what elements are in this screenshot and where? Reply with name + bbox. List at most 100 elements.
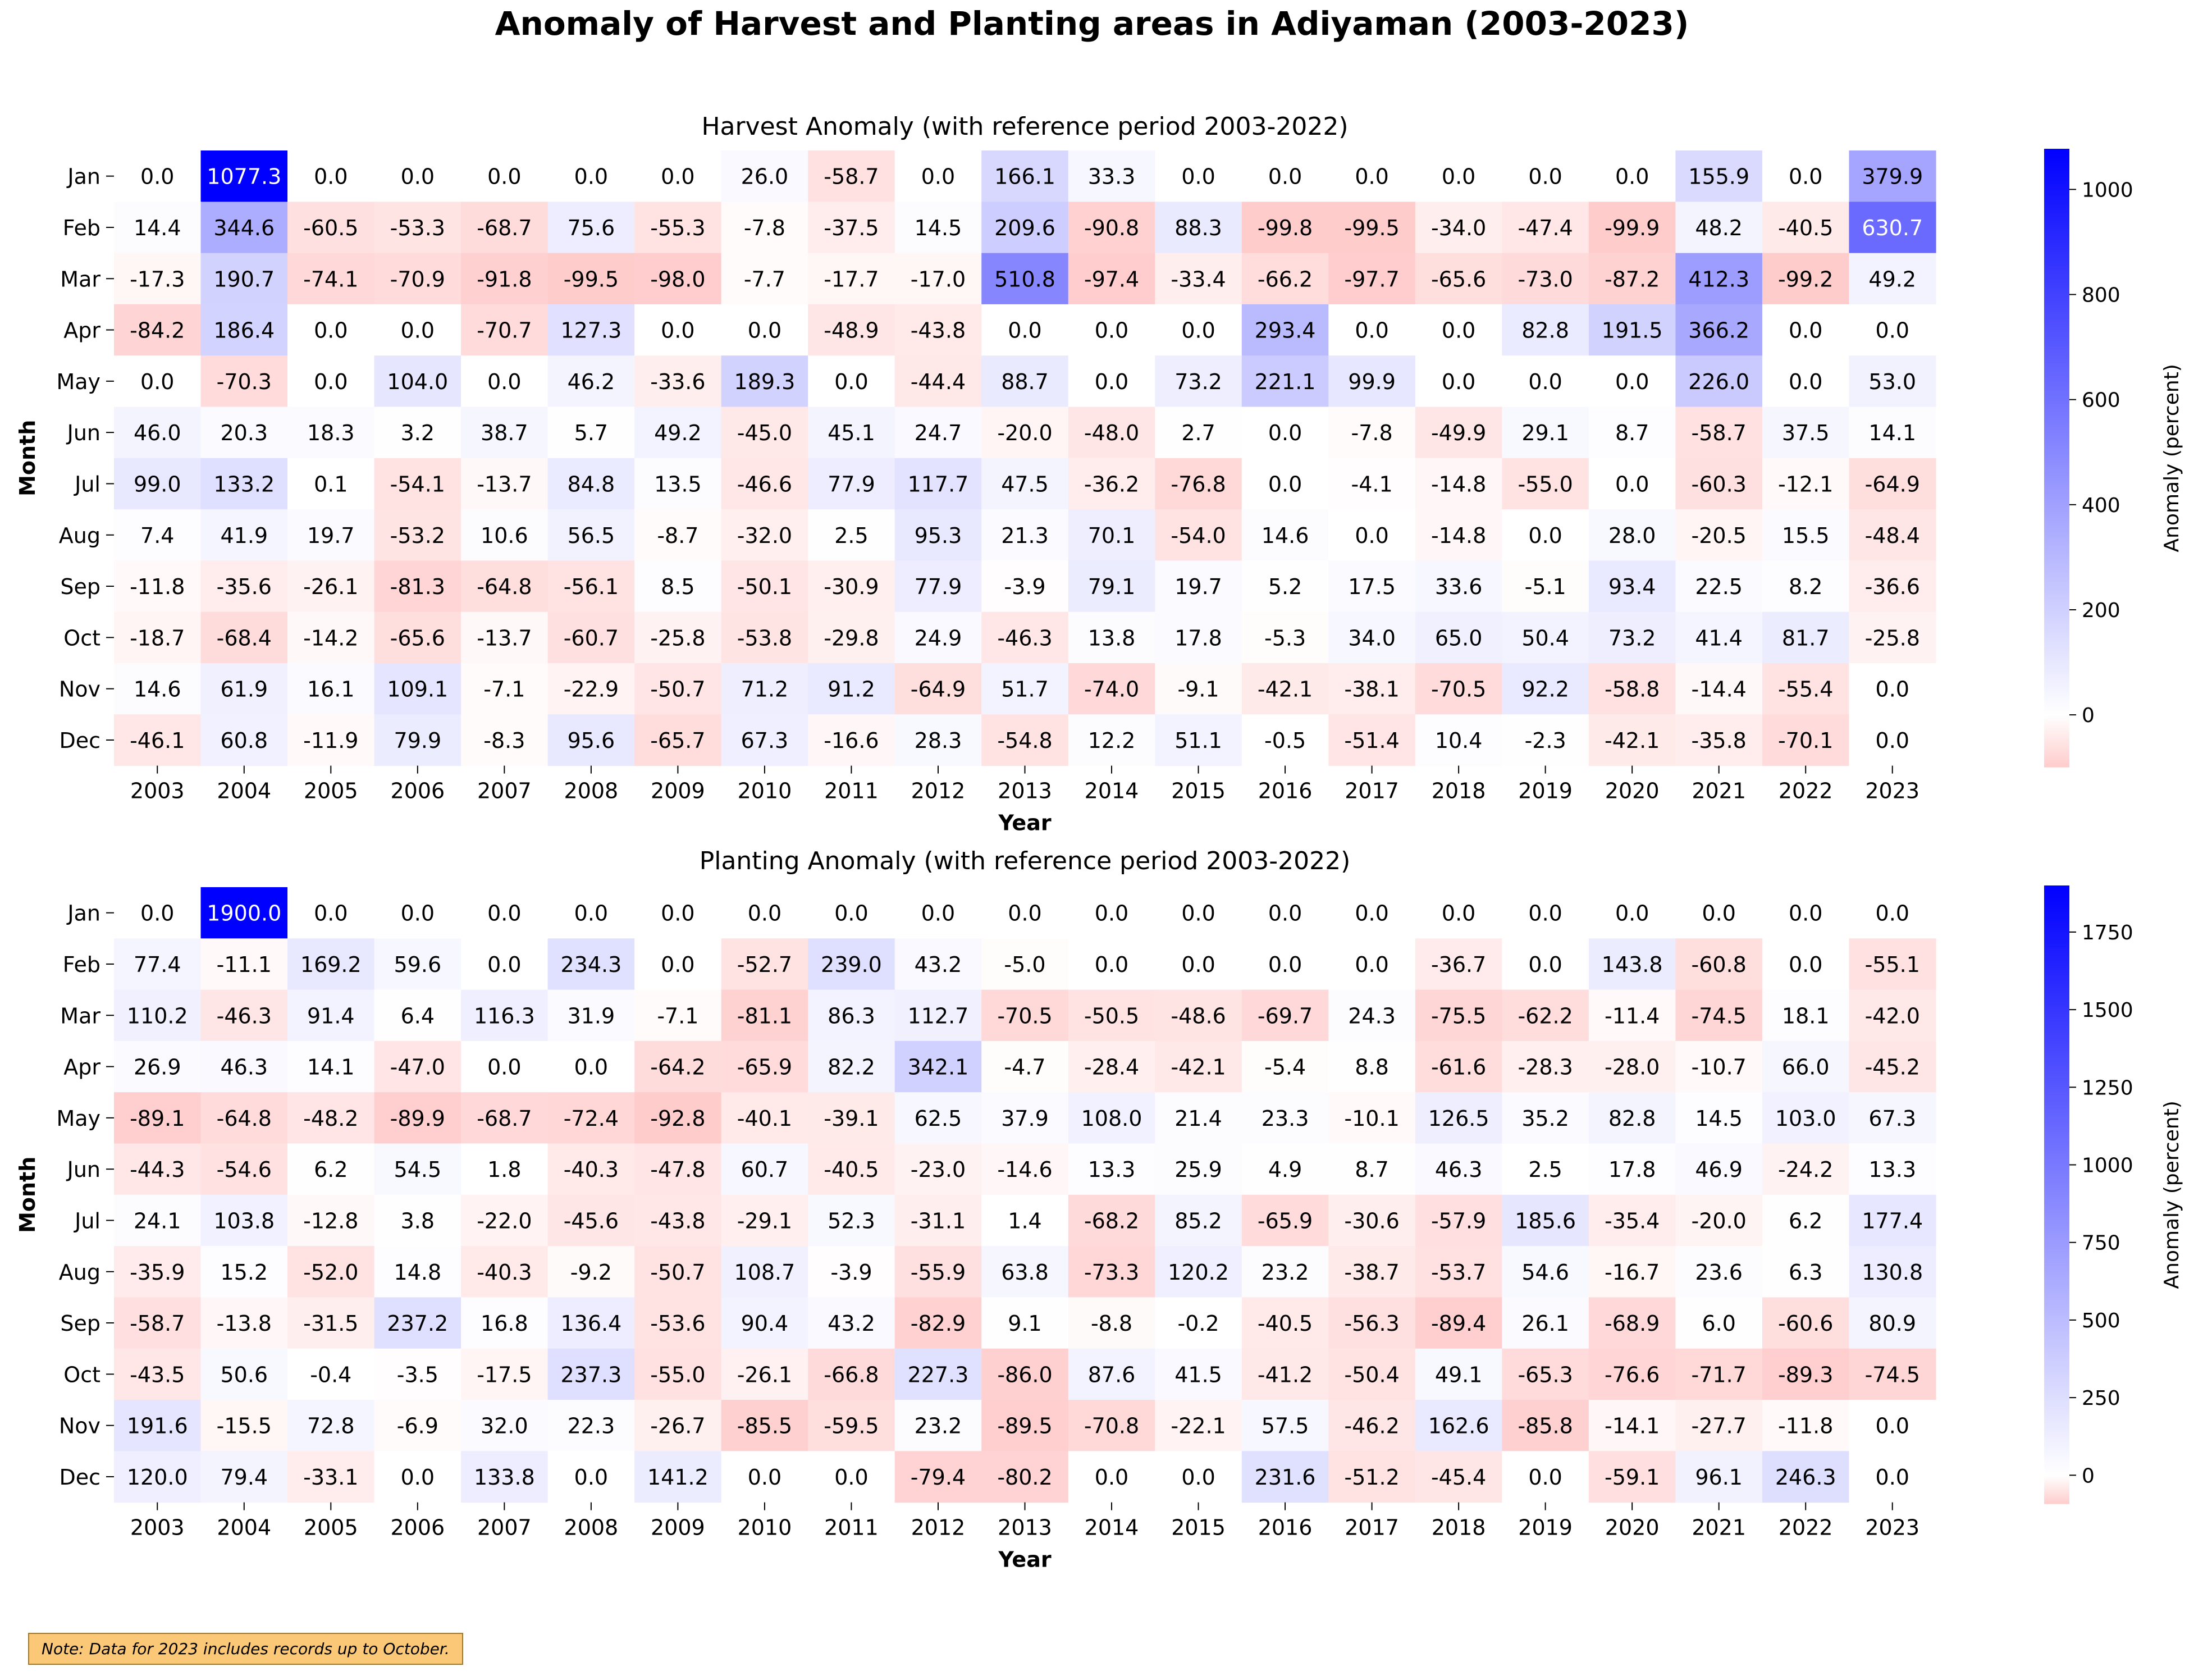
heatmap-cell: [1849, 355, 1936, 408]
heatmap-cell: [1415, 458, 1502, 510]
heatmap-cell: [808, 611, 895, 664]
heatmap-cell: [1241, 938, 1329, 990]
cell-value-label: -33.1: [303, 1465, 358, 1490]
y-tick-label: Jun: [66, 1157, 100, 1182]
cell-value-label: -44.4: [911, 369, 966, 394]
colorbar-tick-label: 500: [2082, 1309, 2120, 1332]
cell-value-label: 108.7: [734, 1260, 796, 1285]
heatmap-cell: [374, 560, 461, 613]
cell-value-label: 0.0: [1876, 318, 1909, 343]
cell-value-label: 14.1: [1868, 421, 1916, 445]
x-tick-label: 2022: [1779, 779, 1833, 804]
cell-value-label: 73.2: [1608, 626, 1656, 650]
cell-value-label: -8.7: [657, 523, 698, 548]
cell-value-label: 45.1: [828, 421, 875, 445]
cell-value-label: 0.0: [1181, 165, 1215, 189]
cell-value-label: 99.9: [1348, 369, 1396, 394]
heatmap-cell: [114, 714, 202, 766]
heatmap-cell: [1155, 887, 1242, 939]
cell-value-label: 0.0: [1181, 1465, 1215, 1490]
cell-value-label: 0.0: [1615, 369, 1649, 394]
cell-value-label: -60.3: [1692, 472, 1747, 496]
heatmap-cell: [721, 887, 808, 939]
cell-value-label: -86.0: [997, 1362, 1052, 1387]
colorbar-tick-label: 400: [2082, 494, 2120, 517]
cell-value-label: 62.5: [915, 1106, 962, 1131]
cell-value-label: 17.5: [1348, 574, 1396, 599]
heatmap-cell: [1588, 887, 1676, 939]
heatmap-cell: [287, 355, 375, 408]
heatmap-cell: [894, 611, 982, 664]
cell-value-label: -65.6: [1431, 267, 1486, 291]
cell-value-label: 3.2: [401, 421, 435, 445]
cell-value-label: 3.8: [401, 1208, 435, 1233]
heatmap-cell: [1155, 1040, 1242, 1093]
cell-value-label: 51.1: [1174, 728, 1222, 753]
heatmap-cell: [1675, 1297, 1763, 1349]
cell-value-label: -4.1: [1351, 472, 1393, 496]
cell-value-label: -48.0: [1084, 421, 1139, 445]
heatmap-cell: [808, 1040, 895, 1093]
cell-value-label: 79.1: [1088, 574, 1136, 599]
cell-value-label: -45.2: [1865, 1055, 1920, 1080]
cell-value-label: 13.5: [654, 472, 702, 496]
cell-value-label: 0.0: [1268, 952, 1302, 977]
planting-heatmap-panel: Planting Anomaly (with reference period …: [15, 847, 2183, 1572]
heatmap-cell: [1241, 1194, 1329, 1247]
cell-value-label: 209.6: [994, 216, 1055, 240]
cell-value-label: 26.9: [134, 1055, 181, 1080]
heatmap-cell: [808, 887, 895, 939]
cell-value-label: 0.0: [748, 318, 781, 343]
heatmap-cell: [1675, 202, 1763, 254]
y-tick-label: Nov: [59, 1414, 100, 1439]
heatmap-cell: [287, 714, 375, 766]
heatmap-cell: [1675, 458, 1763, 510]
cell-value-label: 18.3: [307, 421, 355, 445]
cell-value-label: 510.8: [994, 267, 1055, 291]
heatmap-cell: [894, 1092, 982, 1144]
cell-value-label: 90.4: [741, 1311, 789, 1336]
cell-value-label: 24.7: [915, 421, 962, 445]
cell-value-label: 49.1: [1435, 1362, 1483, 1387]
heatmap-cell: [374, 989, 461, 1042]
cell-value-label: -46.6: [737, 472, 792, 496]
heatmap-cell: [1849, 1040, 1936, 1093]
heatmap-cell: [1068, 1400, 1155, 1451]
cell-value-label: 41.9: [220, 523, 268, 548]
heatmap-cell: [200, 1451, 288, 1503]
cell-value-label: -84.2: [130, 318, 185, 343]
heatmap-cell: [200, 611, 288, 664]
cell-value-label: -58.7: [824, 165, 879, 189]
x-axis-label: Year: [998, 811, 1051, 836]
heatmap-cell: [1675, 150, 1763, 202]
heatmap-cell: [461, 989, 549, 1042]
cell-value-label: -70.5: [997, 1003, 1052, 1028]
cell-value-label: -73.0: [1518, 267, 1573, 291]
heatmap-cell: [374, 1400, 461, 1451]
heatmap-cell: [461, 938, 549, 990]
cell-value-label: -28.0: [1605, 1055, 1660, 1080]
heatmap-cell: [894, 1400, 982, 1451]
heatmap-cell: [1415, 253, 1502, 305]
cell-value-label: -66.8: [824, 1362, 879, 1387]
y-axis-label: Month: [15, 1157, 40, 1233]
heatmap-cell: [114, 1092, 202, 1144]
heatmap-cell: [461, 407, 549, 459]
cell-value-label: -42.1: [1258, 677, 1313, 702]
cell-value-label: 37.5: [1782, 421, 1830, 445]
cell-value-label: -48.4: [1865, 523, 1920, 548]
cell-value-label: 630.7: [1862, 216, 1923, 240]
heatmap-cell: [1328, 663, 1416, 715]
cell-value-label: 5.2: [1268, 574, 1302, 599]
heatmap-cell: [894, 887, 982, 939]
x-tick-label: 2013: [998, 1515, 1052, 1540]
cell-value-label: 0.0: [401, 901, 435, 926]
heatmap-cell: [808, 253, 895, 305]
cell-value-label: 0.0: [1095, 952, 1128, 977]
heatmap-cell: [547, 1348, 635, 1400]
heatmap-cell: [981, 458, 1069, 510]
cell-value-label: 108.0: [1081, 1106, 1142, 1131]
cell-value-label: 15.5: [1782, 523, 1830, 548]
cell-value-label: -23.0: [911, 1157, 966, 1182]
heatmap-cell: [1502, 202, 1589, 254]
